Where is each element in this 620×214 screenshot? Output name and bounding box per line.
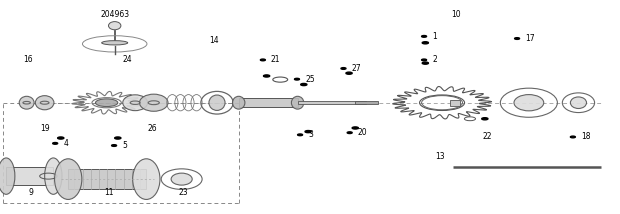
Bar	[298, 101, 366, 104]
Circle shape	[341, 68, 346, 69]
Bar	[6, 167, 53, 185]
Circle shape	[515, 38, 520, 39]
Ellipse shape	[209, 95, 225, 110]
Ellipse shape	[35, 96, 54, 110]
Text: 18: 18	[581, 132, 590, 141]
Ellipse shape	[123, 95, 148, 111]
Text: 26: 26	[147, 124, 157, 133]
Bar	[68, 169, 146, 189]
Text: 20: 20	[358, 128, 368, 137]
Ellipse shape	[514, 95, 544, 111]
Text: 27: 27	[352, 64, 361, 73]
Circle shape	[422, 36, 427, 37]
Text: 21: 21	[271, 55, 280, 64]
Text: 10: 10	[451, 10, 461, 19]
Circle shape	[422, 42, 428, 44]
Text: 22: 22	[482, 132, 492, 141]
Bar	[450, 100, 460, 106]
Text: 204963: 204963	[100, 10, 129, 19]
Text: 11: 11	[104, 188, 113, 197]
Ellipse shape	[45, 158, 62, 194]
Text: 23: 23	[178, 188, 188, 197]
Circle shape	[115, 137, 121, 139]
Ellipse shape	[570, 97, 587, 108]
Text: 13: 13	[435, 152, 445, 161]
Ellipse shape	[108, 22, 121, 30]
Circle shape	[422, 62, 428, 64]
Circle shape	[112, 145, 117, 146]
Text: 1: 1	[432, 32, 437, 41]
Text: 9: 9	[29, 188, 33, 197]
Text: 5: 5	[122, 141, 127, 150]
Text: 25: 25	[305, 75, 315, 84]
Circle shape	[264, 75, 270, 77]
Circle shape	[260, 59, 265, 61]
Ellipse shape	[232, 96, 245, 109]
Circle shape	[305, 131, 311, 133]
Bar	[355, 101, 378, 104]
Ellipse shape	[133, 159, 160, 199]
Circle shape	[346, 72, 352, 74]
Circle shape	[482, 118, 488, 120]
Circle shape	[58, 137, 64, 139]
Bar	[239, 98, 298, 107]
Circle shape	[294, 78, 299, 80]
Circle shape	[301, 83, 307, 86]
Text: 16: 16	[23, 55, 33, 64]
Ellipse shape	[19, 96, 34, 109]
Ellipse shape	[102, 41, 128, 45]
Ellipse shape	[55, 159, 82, 199]
Text: 24: 24	[122, 55, 132, 64]
Ellipse shape	[291, 96, 304, 109]
Ellipse shape	[0, 158, 15, 194]
Text: 14: 14	[209, 36, 219, 45]
Circle shape	[53, 143, 58, 144]
Text: 2: 2	[432, 55, 437, 64]
Ellipse shape	[95, 99, 118, 107]
Text: 4: 4	[63, 139, 68, 148]
Ellipse shape	[171, 173, 192, 185]
Text: 17: 17	[525, 34, 535, 43]
Circle shape	[347, 132, 352, 134]
Text: 3: 3	[308, 130, 313, 139]
Ellipse shape	[140, 94, 168, 111]
Circle shape	[422, 59, 427, 61]
Circle shape	[570, 136, 575, 138]
Circle shape	[352, 127, 358, 129]
Circle shape	[298, 134, 303, 136]
Text: 19: 19	[40, 124, 50, 133]
